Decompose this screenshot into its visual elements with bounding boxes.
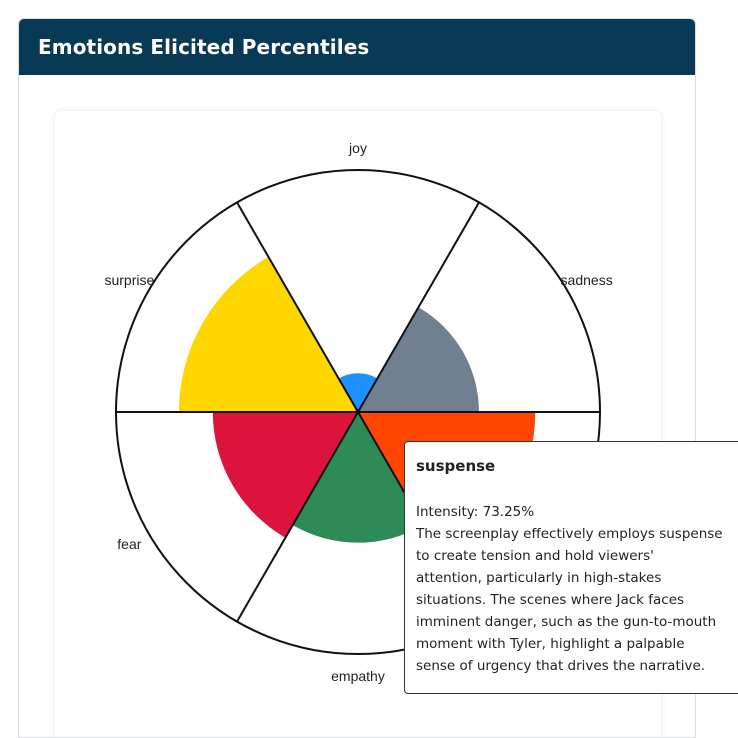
tooltip-intensity: Intensity: 73.25% (416, 504, 535, 520)
wedge-sadness[interactable] (358, 307, 479, 412)
axis-label-empathy: empathy (331, 668, 385, 684)
panel-title: Emotions Elicited Percentiles (19, 19, 695, 75)
label-group: joy sadness empathy fear surprise (104, 140, 612, 684)
tooltip-title: suspense (416, 457, 496, 475)
tooltip-line: attention, particularly in high-stakes (416, 570, 662, 586)
axis-label-sadness: sadness (561, 272, 613, 288)
spoke-line (236, 201, 359, 413)
spoke-line (357, 201, 480, 413)
wedge-empathy[interactable] (292, 412, 424, 543)
tooltip-line: to create tension and hold viewers' (416, 548, 654, 564)
tooltip-line: moment with Tyler, highlight a palpable (416, 636, 685, 652)
tooltip-line: imminent danger, such as the gun-to-mout… (416, 614, 717, 630)
spoke-line (236, 411, 359, 623)
spoke-group (116, 201, 600, 623)
wedge-surprise[interactable] (178, 256, 358, 412)
tooltip-line: sense of urgency that drives the narrati… (416, 658, 706, 674)
tooltip-line: The screenplay effectively employs suspe… (416, 526, 723, 542)
tooltip-line: situations. The scenes where Jack faces (416, 592, 685, 608)
suspense-tooltip: suspense Intensity: 73.25% The screenpla… (404, 441, 738, 694)
axis-label-joy: joy (348, 140, 367, 156)
axis-label-surprise: surprise (104, 272, 154, 288)
axis-label-fear: fear (117, 536, 141, 552)
wedge-fear[interactable] (212, 412, 358, 538)
wedge-joy[interactable] (338, 373, 378, 412)
